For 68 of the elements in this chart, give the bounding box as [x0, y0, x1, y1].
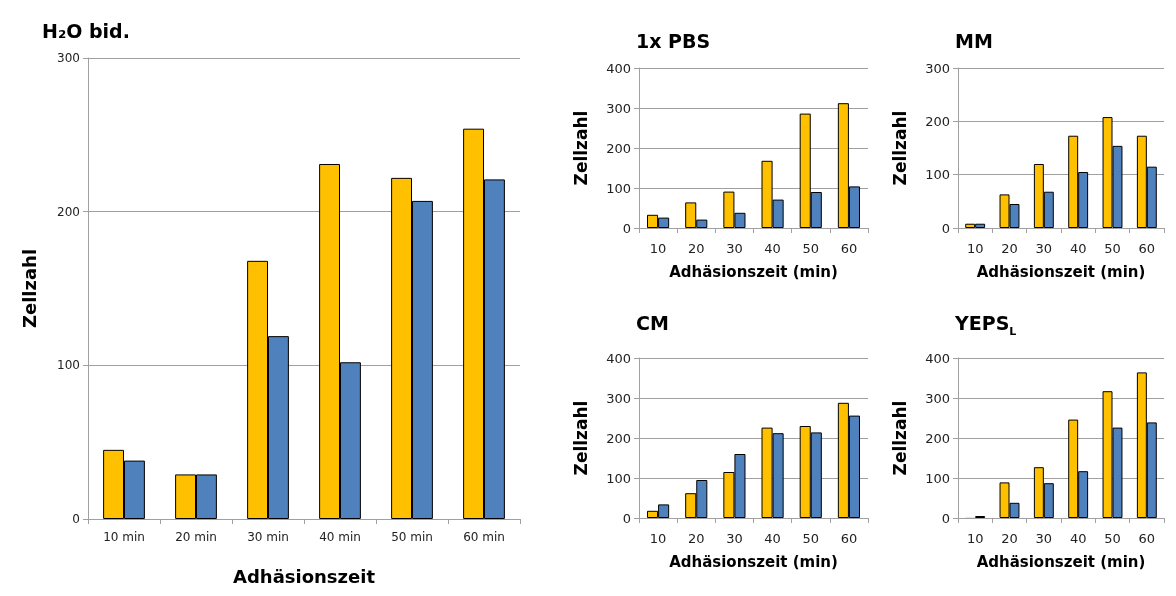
y-axis-title: Zellzahl — [889, 110, 910, 186]
x-axis-title: Adhäsionszeit (min) — [976, 262, 1146, 281]
x-tick-label: 30 — [726, 241, 743, 256]
y-tick-label: 300 — [925, 390, 950, 406]
x-tick-label: 40 — [764, 531, 781, 546]
x-tick-label: 40 — [764, 241, 781, 256]
y-tick-label: 0 — [941, 510, 950, 526]
x-tick-label: 30 — [1035, 241, 1053, 256]
y-axis-title: Zellzahl — [889, 400, 910, 476]
chart-title: 1x PBS — [636, 30, 711, 52]
x-tick-label: 50 — [1104, 531, 1121, 546]
x-tick-label: 60 — [840, 241, 858, 256]
y-tick-label: 0 — [622, 220, 631, 236]
chart-title: YEPS$_{L}$ — [955, 312, 1017, 338]
x-tick-label: 40 — [1069, 241, 1087, 256]
y-tick-label: 400 — [606, 350, 631, 366]
y-tick-label: 200 — [606, 430, 631, 446]
chart-title: CM — [636, 312, 669, 334]
x-axis-title: Adhäsionszeit (min) — [976, 552, 1146, 571]
y-axis-title: Zellzahl — [570, 400, 591, 476]
chart-title: H₂O bid. — [42, 20, 130, 42]
y-tick-label: 100 — [925, 470, 950, 486]
x-tick-label: 30 — [1035, 531, 1053, 546]
y-tick-label: 200 — [57, 204, 80, 219]
x-tick-label: 40 min — [319, 530, 361, 544]
x-axis-title: Adhäsionszeit — [232, 565, 376, 587]
x-tick-label: 30 min — [247, 530, 289, 544]
y-tick-label: 400 — [925, 350, 950, 366]
y-tick-label: 200 — [925, 430, 950, 446]
y-tick-label: 0 — [941, 220, 950, 236]
x-tick-label: 10 — [649, 531, 667, 546]
y-tick-label: 300 — [57, 51, 80, 65]
x-axis-title: Adhäsionszeit (min) — [669, 552, 838, 571]
x-tick-label: 50 — [802, 241, 820, 256]
x-tick-label: 50 — [1104, 241, 1121, 256]
x-tick-label: 50 min — [391, 530, 433, 544]
y-tick-label: 300 — [925, 60, 950, 76]
y-tick-label: 100 — [606, 180, 631, 196]
y-tick-label: 100 — [606, 470, 631, 486]
x-tick-label: 50 — [802, 531, 820, 546]
x-tick-label: 60 — [1138, 241, 1156, 256]
y-tick-label: 200 — [925, 113, 950, 129]
x-tick-label: 10 — [649, 241, 667, 256]
y-axis-title: Zellzahl — [18, 248, 40, 329]
x-tick-label: 30 — [726, 531, 743, 546]
y-tick-label: 0 — [622, 510, 631, 526]
x-tick-label: 20 — [1001, 531, 1018, 546]
y-tick-label: 100 — [57, 358, 80, 373]
x-tick-label: 20 — [687, 241, 705, 256]
x-tick-label: 10 — [966, 241, 984, 256]
y-tick-label: 400 — [606, 60, 631, 76]
x-axis-title: Adhäsionszeit (min) — [669, 262, 838, 281]
x-tick-label: 40 — [1069, 531, 1087, 546]
x-tick-label: 10 min — [103, 530, 145, 544]
y-tick-label: 0 — [72, 512, 80, 526]
x-tick-label: 20 min — [175, 530, 217, 544]
x-tick-label: 60 — [840, 531, 858, 546]
y-tick-label: 300 — [606, 100, 631, 116]
x-tick-label: 20 — [687, 531, 705, 546]
y-tick-label: 300 — [606, 390, 631, 406]
y-tick-label: 100 — [925, 167, 950, 183]
x-tick-label: 10 — [966, 531, 984, 546]
x-tick-label: 60 — [1138, 531, 1156, 546]
y-tick-label: 200 — [606, 140, 631, 156]
chart-title: MM — [955, 30, 993, 52]
y-axis-title: Zellzahl — [570, 110, 591, 186]
x-tick-label: 20 — [1001, 241, 1018, 256]
x-tick-label: 60 min — [463, 530, 505, 544]
